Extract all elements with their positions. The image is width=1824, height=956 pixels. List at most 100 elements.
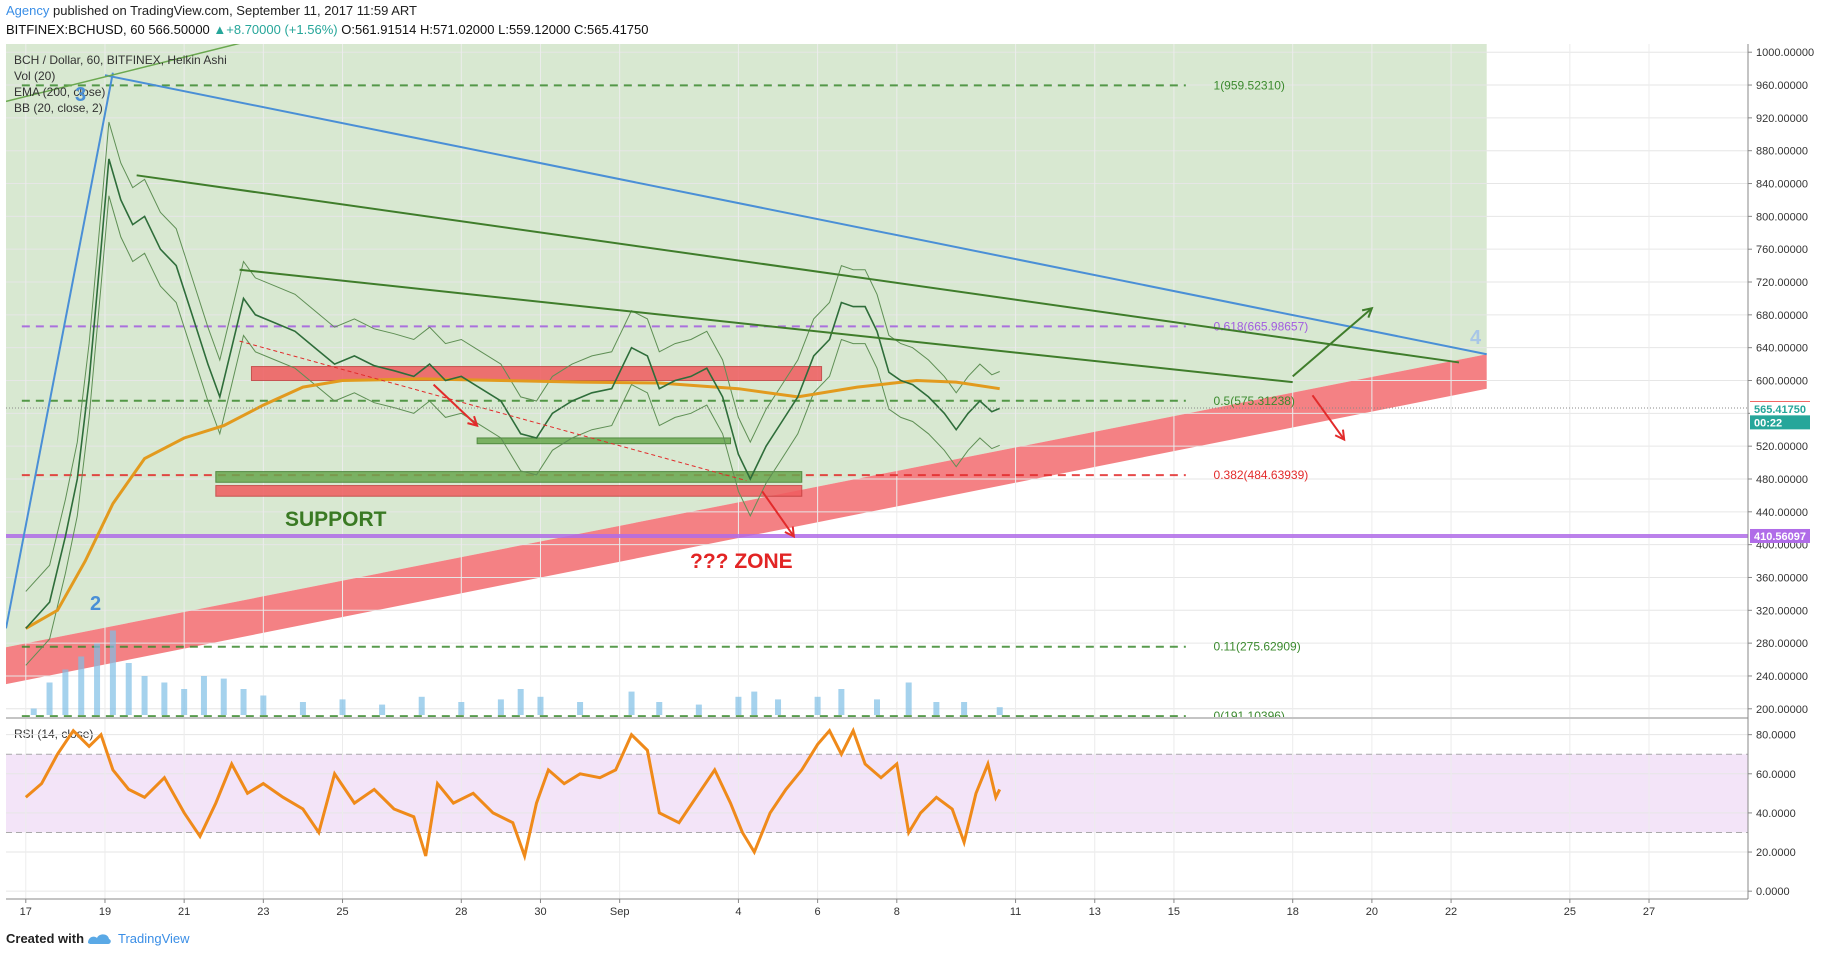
countdown-tag: 00:22 (1754, 417, 1782, 429)
volume-bar (379, 704, 386, 715)
wave-upper-trendline (104, 74, 1487, 356)
volume-bar (996, 707, 1003, 715)
author-link[interactable]: Agency (6, 3, 50, 18)
price-tick-label: 640.00000 (1756, 343, 1808, 355)
volume-bar (200, 676, 207, 715)
volume-bar (628, 691, 635, 715)
price-tick-label: 320.00000 (1756, 605, 1808, 617)
tradingview-link[interactable]: TradingView (118, 931, 190, 946)
rsi-axis[interactable]: 80.0000 60.0000 40.0000 20.0000 0.0000 (1748, 730, 1796, 899)
support-label: SUPPORT (285, 508, 387, 531)
fib-level-label: 0.11(275.62909) (1214, 640, 1301, 654)
volume-bar (299, 702, 306, 715)
price-tick-label: 240.00000 (1756, 671, 1808, 683)
down-arrow-1-head (467, 415, 479, 428)
volume-bar (838, 689, 845, 715)
projection-arrows (432, 306, 1374, 539)
time-tick-label: 6 (815, 906, 821, 918)
price-tick-label: 200.00000 (1756, 704, 1808, 716)
close-price-tag-bg (1750, 401, 1810, 416)
down-arrow-2 (761, 490, 795, 538)
volume-bar (537, 696, 544, 715)
time-tick-label: 21 (178, 906, 190, 918)
top-trendline (6, 44, 241, 103)
created-with-text: Created with (6, 931, 85, 946)
rsi-tick-label: 80.0000 (1756, 730, 1796, 742)
volume-bar (695, 704, 702, 715)
rsi-tick-label: 0.0000 (1756, 886, 1790, 898)
volume-bar (260, 695, 267, 715)
price-tick-label: 520.00000 (1756, 441, 1808, 453)
price-tick-label: 600.00000 (1756, 376, 1808, 388)
rsi-tick-label: 40.0000 (1756, 808, 1796, 820)
open-value: O:561.91514 (341, 22, 417, 37)
time-tick-label: 18 (1287, 906, 1299, 918)
volume-bar (62, 669, 69, 715)
price-tick-label: 720.00000 (1756, 277, 1808, 289)
legend-main: BCH / Dollar, 60, BITFINEX, Heikin Ashi (14, 53, 227, 67)
close-value: C:565.41750 (574, 22, 649, 37)
volume-bar (94, 643, 101, 715)
volume-bar (905, 682, 912, 715)
time-tick-label: 4 (735, 906, 741, 918)
time-tick-label: 20 (1366, 906, 1378, 918)
dashed-downtrend (239, 340, 747, 482)
time-tick-label: 25 (1564, 906, 1576, 918)
time-tick-label: 22 (1445, 906, 1457, 918)
symbol-label: BITFINEX:BCHUSD, 60 (6, 22, 145, 37)
price-axis[interactable]: 1000.00000 960.00000 920.00000 880.00000 840… (1748, 47, 1814, 716)
countdown-tag-bg (1750, 415, 1810, 430)
descending-trendline-1 (136, 174, 1460, 364)
rsi-band (6, 754, 1748, 833)
volume-bar (775, 699, 782, 715)
time-tick-label: 30 (534, 906, 546, 918)
bollinger-lower (25, 195, 1000, 666)
rsi-line (24, 726, 1002, 862)
volume-bars (30, 630, 1003, 715)
price-tick-label: 920.00000 (1756, 113, 1808, 125)
trendlines (6, 44, 1487, 629)
tradingview-logo-icon (86, 931, 112, 950)
fib-level-label: 0.618(665.98657) (1214, 319, 1309, 333)
wave-2-label: 2 (90, 593, 101, 615)
price-tick-label: 680.00000 (1756, 310, 1808, 322)
wave-impulse-line (6, 72, 114, 629)
resistance-zone (250, 366, 823, 381)
volume-bar (418, 696, 425, 715)
bearish-arrow (1311, 394, 1345, 441)
fib-level-label: 1(959.52310) (1214, 78, 1285, 92)
published-line: Agency published on TradingView.com, Sep… (6, 3, 417, 18)
price-tick-label: 480.00000 (1756, 474, 1808, 486)
chart-area[interactable]: 1(959.52310) 0.618(665.98657) 0.5(575.3123… (0, 42, 1824, 922)
time-tick-label: 27 (1643, 906, 1655, 918)
volume-bar (577, 702, 584, 715)
volume-bar (751, 691, 758, 715)
time-axis[interactable]: 17 19 21 23 25 28 30 Sep 4 6 8 11 13 15 18 20 22 25 27 (20, 899, 1655, 918)
price-tick-label: 960.00000 (1756, 80, 1808, 92)
down-arrow-2-head (784, 526, 796, 539)
close-price-tag: 565.41750 (1754, 404, 1806, 416)
volume-bar (735, 696, 742, 715)
wave-4-label: 4 (1470, 327, 1482, 349)
time-tick-label: 19 (99, 906, 111, 918)
price-tick-label: 840.00000 (1756, 179, 1808, 191)
wave-3-label: 3 (75, 84, 86, 106)
volume-bar (458, 702, 465, 715)
question-zone-label: ??? ZONE (690, 550, 793, 573)
ema-line (25, 377, 1000, 630)
price-tick-label: 440.00000 (1756, 507, 1808, 519)
volume-bar (109, 630, 116, 715)
bullish-arrow-head (1361, 306, 1374, 318)
time-tick-label: 15 (1168, 906, 1180, 918)
support-red-zone (215, 485, 803, 497)
time-tick-label: 23 (257, 906, 269, 918)
legend-bb: BB (20, close, 2) (14, 101, 103, 115)
published-text: published on TradingView.com, September … (49, 3, 417, 18)
high-value: H:571.02000 (420, 22, 495, 37)
price-tick-label: 360.00000 (1756, 572, 1808, 584)
mid-support-zone (476, 437, 732, 445)
volume-bar (517, 689, 524, 715)
volume-bar (933, 702, 940, 715)
rsi-plot (6, 719, 1748, 899)
